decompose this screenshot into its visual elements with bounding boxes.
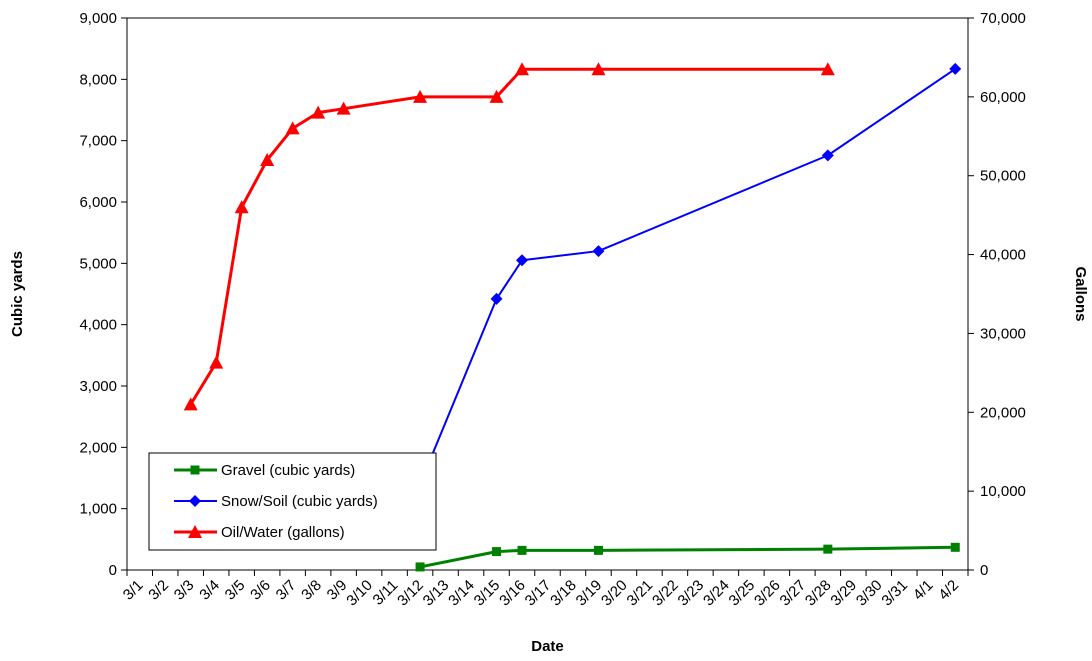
data-point-marker — [949, 62, 962, 75]
x-tick-label: 3/8 — [298, 577, 325, 604]
x-tick-label: 3/10 — [343, 577, 376, 610]
data-point-marker — [234, 200, 249, 214]
data-point-marker — [591, 62, 606, 76]
x-tick-label: 4/2 — [935, 577, 962, 604]
data-point-marker — [820, 62, 835, 76]
x-tick-label: 3/25 — [726, 577, 759, 610]
right-tick-label: 30,000 — [980, 325, 1026, 342]
left-tick-label: 6,000 — [79, 194, 117, 211]
x-tick-label: 3/30 — [853, 577, 886, 610]
data-point-marker — [593, 545, 603, 555]
data-point-marker — [492, 547, 502, 557]
right-tick-label: 50,000 — [980, 168, 1026, 185]
data-point-marker — [209, 355, 224, 369]
data-point-marker — [950, 542, 960, 552]
legend-label: Oil/Water (gallons) — [221, 524, 345, 541]
x-tick-label: 3/19 — [573, 577, 606, 610]
series-group — [415, 542, 960, 572]
x-tick-label: 3/5 — [222, 577, 249, 604]
x-tick-label: 3/11 — [370, 577, 402, 609]
x-tick-label: 3/23 — [675, 577, 708, 610]
right-tick-label: 20,000 — [980, 404, 1026, 421]
left-tick-label: 0 — [109, 562, 117, 579]
legend-label: Gravel (cubic yards) — [221, 462, 355, 479]
right-tick-label: 60,000 — [980, 89, 1026, 106]
x-tick-label: 3/7 — [273, 577, 300, 604]
legend-label: Snow/Soil (cubic yards) — [221, 493, 378, 510]
left-tick-label: 9,000 — [79, 10, 117, 27]
right-tick-label: 70,000 — [980, 10, 1026, 27]
data-point-marker — [515, 62, 530, 76]
data-point-marker — [823, 544, 833, 554]
x-tick-label: 3/26 — [751, 577, 784, 610]
x-tick-label: 3/6 — [247, 577, 274, 604]
data-point-marker — [336, 101, 351, 115]
y-axis-title-right: Gallons — [1072, 266, 1089, 321]
x-tick-label: 3/31 — [878, 577, 911, 610]
axes — [126, 17, 969, 571]
series — [183, 62, 962, 572]
data-point-marker — [517, 545, 527, 555]
x-tick-label: 4/1 — [910, 577, 937, 604]
x-tick-label: 3/18 — [547, 577, 580, 610]
right-tick-label: 10,000 — [980, 483, 1026, 500]
left-tick-label: 3,000 — [79, 378, 117, 395]
data-point-marker — [592, 245, 605, 258]
x-tick-label: 3/2 — [145, 577, 172, 604]
series-line — [189, 67, 828, 406]
series-line — [419, 545, 956, 569]
series-line — [419, 68, 956, 485]
data-point-marker — [489, 89, 504, 103]
legend-marker — [189, 495, 201, 507]
series-group — [419, 62, 962, 485]
right-tick-label: 40,000 — [980, 247, 1026, 264]
x-tick-label: 3/13 — [420, 577, 453, 610]
x-tick-label: 3/22 — [649, 577, 682, 610]
data-point-marker — [413, 89, 428, 103]
x-tick-label: 3/17 — [522, 577, 555, 610]
left-tick-label: 4,000 — [79, 317, 117, 334]
data-point-marker — [490, 292, 503, 305]
data-point-marker — [285, 121, 300, 135]
data-point-marker — [415, 562, 425, 572]
x-tick-label: 3/20 — [598, 577, 631, 610]
x-tick-label: 3/16 — [496, 577, 529, 610]
x-tick-label: 3/3 — [171, 577, 198, 604]
legend: Gravel (cubic yards) Snow/Soil (cubic yar… — [148, 452, 437, 551]
x-tick-label: 3/21 — [624, 577, 657, 610]
data-point-marker — [183, 397, 198, 411]
left-tick-label: 8,000 — [79, 71, 117, 88]
x-tick-label: 3/24 — [700, 577, 733, 610]
x-tick-label: 3/15 — [471, 577, 504, 610]
legend-marker — [190, 465, 200, 475]
x-tick-label: 3/1 — [120, 577, 147, 604]
x-tick-label: 3/12 — [394, 577, 427, 610]
x-axis-title: Date — [531, 638, 564, 655]
right-tick-label: 0 — [980, 562, 988, 579]
data-point-marker — [821, 149, 834, 162]
left-tick-label: 2,000 — [79, 439, 117, 456]
y-axis-title-left: Cubic yards — [9, 251, 26, 337]
x-tick-label: 3/29 — [827, 577, 860, 610]
data-point-marker — [516, 254, 529, 267]
series-group — [183, 62, 835, 411]
x-tick-label: 3/4 — [196, 577, 223, 604]
x-tick-label: 3/28 — [802, 577, 835, 610]
left-tick-label: 5,000 — [79, 255, 117, 272]
legend-marker — [188, 525, 202, 538]
left-tick-label: 1,000 — [79, 501, 117, 518]
data-point-marker — [260, 152, 275, 166]
x-tick-label: 3/14 — [445, 577, 478, 610]
x-tick-label: 3/27 — [777, 577, 810, 610]
data-point-marker — [311, 105, 326, 119]
left-tick-label: 7,000 — [79, 133, 117, 150]
